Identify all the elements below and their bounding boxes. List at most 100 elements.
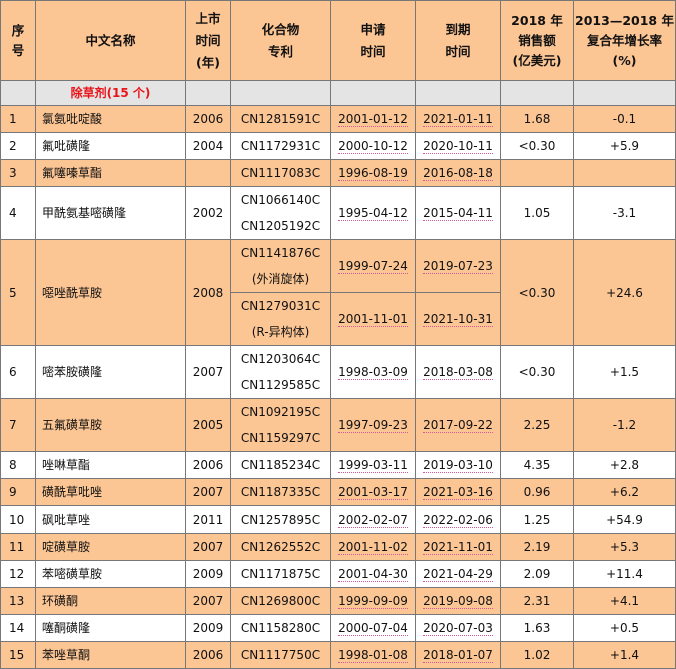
compound-name-text: 啶磺草胺 xyxy=(42,540,91,554)
cagr xyxy=(573,159,676,187)
compound-name: 氟噻嗪草酯 xyxy=(35,159,186,187)
row-number: 1 xyxy=(0,105,36,133)
table-row: 9 磺酰草吡唑 2007 CN1187335C 2001-03-17 2021-03-16… xyxy=(0,478,676,506)
launch-year-text: 2002 xyxy=(192,206,224,220)
category-label: 除草剂(15 个) xyxy=(35,80,186,106)
patent-id: CN1281591C xyxy=(240,112,321,126)
sales-2018: 1.25 xyxy=(500,505,574,534)
expire-date-text: 2020-07-03 xyxy=(423,621,493,636)
cagr: +1.5 xyxy=(573,345,676,399)
sales-2018: 2.25 xyxy=(500,398,574,452)
sales-2018-text: 2.09 xyxy=(523,567,551,581)
apply-date-text: 2000-07-04 xyxy=(338,621,408,636)
expire-date: 2021-10-31 xyxy=(415,292,501,346)
cagr-text: +24.6 xyxy=(606,285,643,300)
expire-date: 2019-07-23 xyxy=(415,239,501,293)
expire-date: 2021-11-01 xyxy=(415,533,501,561)
launch-year-text: 2009 xyxy=(192,567,224,581)
cagr: +4.1 xyxy=(573,587,676,615)
apply-date: 1999-09-09 xyxy=(330,587,416,615)
table-row: 5 噁唑酰草胺 2008 CN1141876C (外消旋体) 1999-07-24 2019… xyxy=(0,239,676,346)
launch-year: 2008 xyxy=(185,239,231,346)
cagr: +54.9 xyxy=(573,505,676,534)
compound-name-text: 苯唑草酮 xyxy=(42,648,91,662)
compound-name: 氯氨吡啶酸 xyxy=(35,105,186,133)
patent-cell: CN1269800C xyxy=(230,587,331,615)
row-number-text: 7 xyxy=(9,418,17,432)
apply-date: 2001-01-12 xyxy=(330,105,416,133)
row-number-text: 4 xyxy=(9,206,17,220)
row-number-text: 10 xyxy=(9,512,25,527)
sales-2018-text: 0.96 xyxy=(523,485,551,499)
category-spacer xyxy=(330,80,416,106)
category-spacer xyxy=(230,80,331,106)
patent-id: CN1117750C xyxy=(240,648,321,662)
cagr-text: +4.1 xyxy=(609,594,640,608)
patent-id: CN1262552C xyxy=(240,540,321,554)
cagr: +2.8 xyxy=(573,451,676,479)
header-line: 2018 年 xyxy=(511,12,563,28)
patent-id: CN1171875C xyxy=(240,567,321,581)
row-number: 4 xyxy=(0,186,36,240)
launch-year: 2009 xyxy=(185,560,231,588)
row-number: 5 xyxy=(0,239,36,346)
row-number: 8 xyxy=(0,451,36,479)
expire-date: 2018-01-07 xyxy=(415,641,501,669)
sales-2018: <0.30 xyxy=(500,345,574,399)
header-line: (%) xyxy=(612,52,637,68)
column-header: 到期时间 xyxy=(415,0,501,81)
patent-id: CN1092195C xyxy=(240,405,321,419)
row-number-text: 8 xyxy=(9,458,17,472)
compound-name-text: 噻酮磺隆 xyxy=(42,621,91,635)
row-number: 11 xyxy=(0,533,36,561)
compound-name: 啶磺草胺 xyxy=(35,533,186,561)
table-row: 14 噻酮磺隆 2009 CN1158280C 2000-07-04 2020-07-03… xyxy=(0,614,676,642)
apply-date-text: 2001-01-12 xyxy=(338,112,408,127)
category-spacer xyxy=(0,80,36,106)
sales-2018-text: 2.19 xyxy=(523,540,551,554)
patent-cell: CN1257895C xyxy=(230,505,331,534)
patent-cell: CN1281591C xyxy=(230,105,331,133)
expire-date-text: 2020-10-11 xyxy=(423,139,493,154)
header-line: 复合年增长率 xyxy=(586,32,662,48)
launch-year: 2005 xyxy=(185,398,231,452)
row-number-text: 3 xyxy=(9,166,17,180)
cagr-text: +5.9 xyxy=(609,139,640,153)
category-spacer xyxy=(500,80,574,106)
apply-date-text: 2002-02-07 xyxy=(338,512,408,528)
table-row: 13 环磺酮 2007 CN1269800C 1999-09-09 2019-09-08 2… xyxy=(0,587,676,615)
sales-2018: 2.09 xyxy=(500,560,574,588)
patent-id: CN1269800C xyxy=(240,594,321,608)
patent-cell: CN1117750C xyxy=(230,641,331,669)
category-row: 除草剂(15 个) xyxy=(0,80,676,106)
row-number: 7 xyxy=(0,398,36,452)
header-text: 化合物专利 xyxy=(261,21,300,59)
patent-cell: CN1158280C xyxy=(230,614,331,642)
row-number-text: 11 xyxy=(9,540,25,554)
sales-2018-text: 1.68 xyxy=(523,112,551,126)
row-number-text: 1 xyxy=(9,112,17,126)
apply-date: 1998-03-09 xyxy=(330,345,416,399)
expire-date: 2021-04-29 xyxy=(415,560,501,588)
cagr: -3.1 xyxy=(573,186,676,240)
apply-date: 1996-08-19 xyxy=(330,159,416,187)
patent-id: CN1187335C xyxy=(240,485,321,499)
launch-year-text: 2006 xyxy=(192,458,224,472)
sales-2018-text: <0.30 xyxy=(518,285,556,300)
sales-2018-text: 1.05 xyxy=(523,206,551,220)
launch-year-text: 2004 xyxy=(192,139,224,153)
launch-year: 2006 xyxy=(185,641,231,669)
patent-id: CN1172931C xyxy=(240,139,321,153)
patent-cell: CN1141876C (外消旋体) xyxy=(230,239,331,293)
patent-id: CN1205192C xyxy=(240,219,321,233)
table-row: 11 啶磺草胺 2007 CN1262552C 2001-11-02 2021-11-01… xyxy=(0,533,676,561)
column-header: 中文名称 xyxy=(35,0,186,81)
compound-name-text: 噁唑酰草胺 xyxy=(42,285,103,300)
table-row: 12 苯嘧磺草胺 2009 CN1171875C 2001-04-30 2021-04-2… xyxy=(0,560,676,588)
category-spacer xyxy=(185,80,231,106)
expire-date-text: 2019-09-08 xyxy=(423,594,493,609)
sales-2018-text: 1.25 xyxy=(523,512,551,527)
patent-id: CN1159297C xyxy=(240,431,321,445)
launch-year: 2002 xyxy=(185,186,231,240)
